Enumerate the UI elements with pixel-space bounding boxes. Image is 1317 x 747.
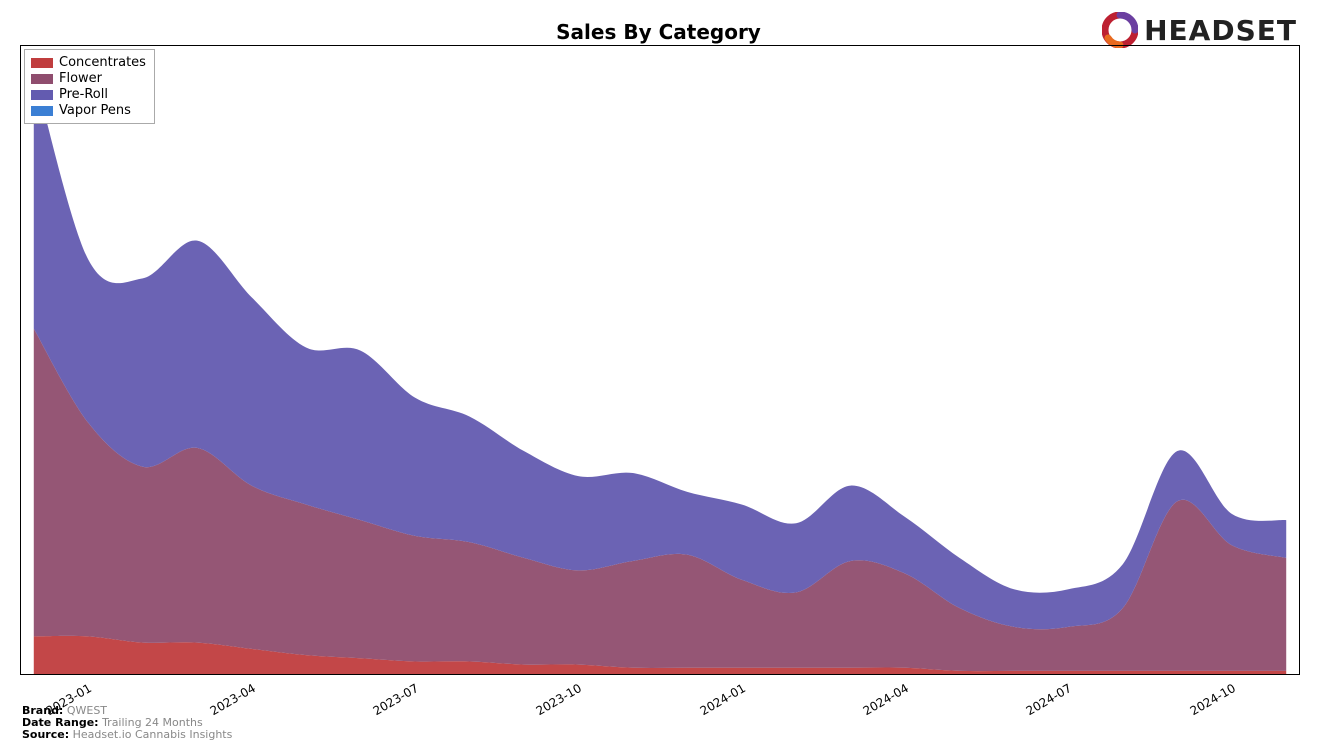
footer-source-value: Headset.io Cannabis Insights <box>73 728 233 741</box>
x-tick-label: 2023-07 <box>371 681 421 718</box>
footer-source-label: Source: <box>22 728 69 741</box>
x-tick-label: 2024-01 <box>697 681 747 718</box>
x-tick-label: 2024-07 <box>1024 681 1074 718</box>
chart-plot-area: ConcentratesFlowerPre-RollVapor Pens <box>20 45 1300 675</box>
legend-label: Vapor Pens <box>59 103 131 118</box>
legend-item-concentrates: Concentrates <box>31 55 146 70</box>
legend-swatch <box>31 58 53 68</box>
x-tick-label: 2024-10 <box>1187 681 1237 718</box>
legend-item-vapor-pens: Vapor Pens <box>31 103 146 118</box>
legend-item-pre-roll: Pre-Roll <box>31 87 146 102</box>
legend-label: Concentrates <box>59 55 146 70</box>
chart-footer: Brand: QWEST Date Range: Trailing 24 Mon… <box>22 705 232 741</box>
legend-item-flower: Flower <box>31 71 146 86</box>
legend-swatch <box>31 90 53 100</box>
chart-svg <box>21 46 1299 674</box>
x-tick-label: 2023-10 <box>534 681 584 718</box>
legend-label: Pre-Roll <box>59 87 108 102</box>
legend-swatch <box>31 106 53 116</box>
legend-label: Flower <box>59 71 102 86</box>
x-tick-label: 2024-04 <box>861 681 911 718</box>
chart-legend: ConcentratesFlowerPre-RollVapor Pens <box>24 49 155 124</box>
footer-source-row: Source: Headset.io Cannabis Insights <box>22 729 232 741</box>
chart-title: Sales By Category <box>0 20 1317 44</box>
legend-swatch <box>31 74 53 84</box>
